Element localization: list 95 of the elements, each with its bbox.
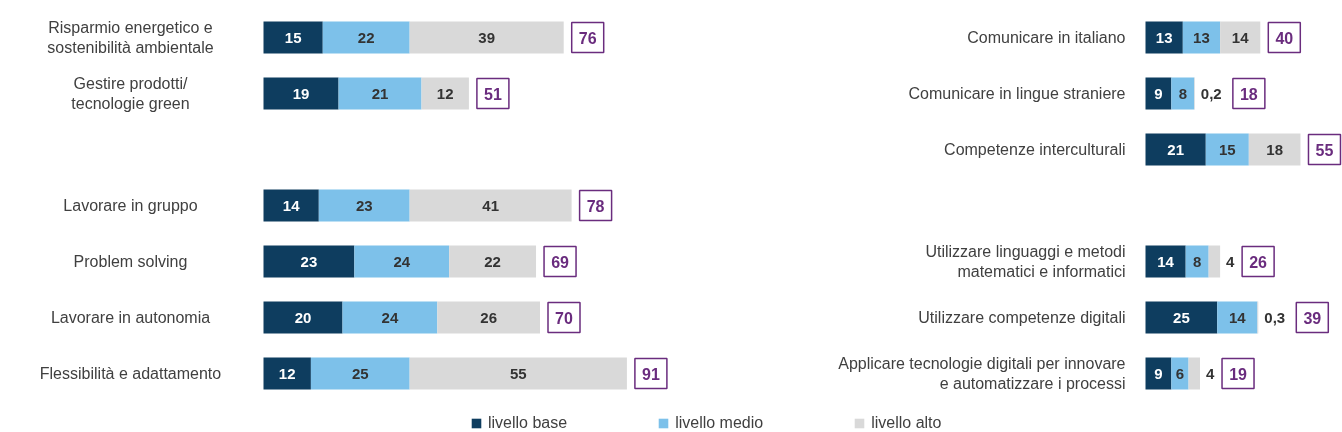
data-label: 9 [1154, 84, 1163, 102]
bar [1182, 21, 1221, 54]
bar [263, 77, 339, 110]
bar [449, 245, 537, 278]
legend-label: livello base [488, 414, 568, 432]
data-label: 24 [393, 252, 411, 270]
y-tick-label: Flessibilità e adattamento [39, 365, 222, 382]
bar [1248, 133, 1301, 166]
data-label: 8 [1178, 84, 1187, 102]
bar [1145, 133, 1206, 166]
data-label: 12 [278, 364, 296, 382]
y-tick-label: Comunicare in lingue straniere [908, 85, 1126, 102]
data-label: 18 [1266, 140, 1283, 158]
bar [263, 189, 319, 222]
legend-label: livello alto [871, 414, 942, 432]
bar [409, 189, 572, 222]
data-label: 25 [1173, 308, 1190, 326]
bar [263, 301, 343, 334]
bar [322, 21, 410, 54]
data-label: 19 [292, 84, 310, 102]
bar [1205, 133, 1249, 166]
bar [263, 357, 311, 390]
data-label: 14 [1231, 28, 1250, 46]
y-tick-label: Applicare tecnologie digitali per innovare e automatizzare i processi [838, 354, 1126, 393]
total-label: 51 [484, 85, 502, 103]
bar [318, 189, 410, 222]
data-label: 15 [284, 28, 302, 46]
data-label: 55 [509, 364, 527, 382]
y-tick-label: Gestire prodotti/ tecnologie green [71, 74, 190, 113]
data-label: 13 [1193, 28, 1210, 46]
y-tick-label: Lavorare in autonomia [50, 309, 211, 326]
data-label: 41 [482, 196, 499, 214]
data-label: 25 [351, 364, 369, 382]
bar [1188, 357, 1201, 390]
bar [1145, 21, 1183, 54]
bar [1171, 77, 1195, 110]
y-tick-label: Lavorare in gruppo [63, 197, 198, 214]
data-label: 12 [436, 84, 454, 102]
data-label: 4 [1206, 364, 1216, 382]
data-label: 0,3 [1264, 308, 1286, 326]
total-label: 26 [1249, 253, 1268, 271]
data-label: 9 [1154, 364, 1163, 382]
bar [437, 301, 540, 334]
bar [342, 301, 438, 334]
data-label: 39 [478, 28, 496, 46]
data-label: 14 [1157, 252, 1175, 270]
data-label: 22 [484, 252, 501, 270]
bar [1171, 357, 1189, 390]
data-label: 14 [282, 196, 301, 214]
data-label: 6 [1175, 364, 1185, 382]
total-label: 78 [586, 197, 605, 215]
bar [1145, 301, 1218, 334]
bar [263, 245, 355, 278]
bar [421, 77, 469, 110]
total-label: 18 [1239, 85, 1258, 103]
bar [338, 77, 422, 110]
data-label: 21 [1167, 140, 1184, 158]
y-tick-label: Risparmio energetico e sostenibilità ambientale [47, 18, 214, 57]
data-label: 14 [1229, 308, 1247, 326]
data-label: 20 [294, 308, 312, 326]
total-label: 19 [1229, 365, 1248, 383]
data-label: 0,2 [1200, 84, 1222, 102]
legend-label: livello medio [675, 414, 764, 432]
y-tick-label: Comunicare in italiano [967, 29, 1126, 46]
total-label: 40 [1275, 29, 1294, 47]
data-label: 13 [1155, 28, 1173, 46]
bar [1220, 21, 1261, 54]
bar [263, 21, 323, 54]
data-label: 26 [480, 308, 497, 326]
total-label: 76 [578, 29, 597, 47]
y-tick-label: Competenze interculturali [944, 141, 1126, 158]
data-label: 24 [381, 308, 399, 326]
data-label: 8 [1192, 252, 1202, 270]
total-label: 69 [551, 253, 570, 271]
data-label: 15 [1218, 140, 1236, 158]
data-label: 22 [357, 28, 375, 46]
bar [1185, 245, 1209, 278]
bar [1208, 245, 1221, 278]
total-label: 39 [1303, 309, 1322, 327]
bar [1145, 245, 1186, 278]
bar [409, 21, 564, 54]
total-label: 91 [642, 365, 660, 383]
data-label: 21 [371, 84, 389, 102]
bar [1217, 301, 1258, 334]
data-label: 23 [300, 252, 318, 270]
total-label: 55 [1315, 141, 1334, 159]
bar [354, 245, 450, 278]
y-tick-label: Utilizzare linguaggi e metodi matematici e informatici [925, 242, 1126, 281]
total-label: 70 [555, 309, 573, 327]
data-label: 4 [1226, 252, 1236, 270]
data-label: 23 [355, 196, 373, 214]
y-tick-label: Utilizzare competenze digitali [918, 309, 1126, 326]
y-tick-label: Problem solving [73, 253, 188, 270]
bar [409, 357, 627, 390]
bar [310, 357, 410, 390]
